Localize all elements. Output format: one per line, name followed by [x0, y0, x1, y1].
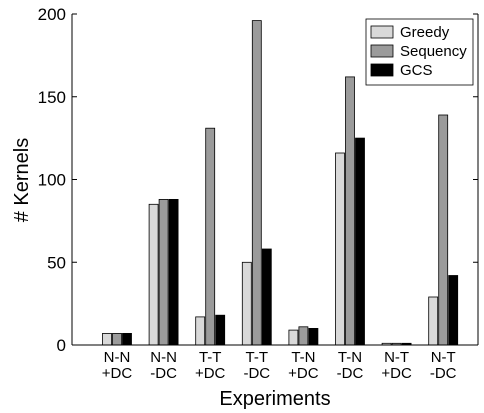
bar-gcs-7	[448, 275, 459, 346]
legend-swatch-gcs	[370, 63, 394, 77]
y-axis-title: # Kernels	[11, 138, 33, 223]
y-tick-label-4: 200	[38, 5, 66, 24]
x-category-label-5-line-0: T-N	[338, 349, 362, 366]
y-ticks: 0 50 100 150 200	[38, 5, 478, 355]
bar-sequency-4	[298, 326, 309, 346]
bar-gcs-1	[168, 198, 179, 346]
x-category-label-7-line-1: -DC	[430, 365, 457, 382]
x-category-label-5-line-1: -DC	[337, 365, 364, 382]
bar-greedy-0	[102, 332, 112, 346]
bar-greedy-5	[335, 152, 345, 346]
y-tick-label-2: 100	[38, 171, 66, 190]
legend-label-gcs: GCS	[400, 62, 433, 79]
bar-greedy-4	[288, 329, 299, 346]
x-category-label-6-line-1: +DC	[381, 365, 412, 382]
bar-gcs-3	[261, 248, 272, 346]
x-category-label-0-line-1: +DC	[102, 365, 133, 382]
y-tick-label-0: 0	[57, 336, 66, 355]
legend-label-greedy: Greedy	[400, 24, 450, 41]
x-category-label-1-line-1: -DC	[150, 365, 177, 382]
bar-sequency-2	[205, 127, 216, 346]
legend-label-sequency: Sequency	[400, 43, 467, 60]
x-category-label-3-line-1: -DC	[243, 365, 270, 382]
x-category-label-2-line-0: T-T	[199, 349, 222, 366]
bar-gcs-0	[122, 332, 132, 346]
bar-greedy-3	[241, 261, 252, 346]
x-category-label-7-line-0: N-T	[431, 349, 456, 366]
bar-gcs-5	[355, 137, 365, 346]
x-category-label-1-line-0: N-N	[150, 349, 177, 366]
bar-sequency-0	[112, 332, 122, 346]
x-category-label-6-line-0: N-T	[384, 349, 409, 366]
bar-greedy-1	[148, 203, 159, 346]
legend-swatch-sequency	[370, 44, 394, 58]
x-category-labels: N-N+DCN-N-DCT-T+DCT-T-DCT-N+DCT-N-DCN-T+…	[102, 349, 457, 382]
y-tick-label-1: 50	[47, 253, 66, 272]
legend: Greedy Sequency GCS	[365, 18, 474, 86]
bar-sequency-7	[438, 114, 449, 346]
bar-greedy-7	[428, 296, 439, 346]
x-axis-title: Experiments	[219, 388, 330, 410]
y-tick-label-3: 150	[38, 88, 66, 107]
bar-gcs-2	[215, 314, 226, 346]
x-category-label-3-line-0: T-T	[246, 349, 269, 366]
bar-sequency-1	[158, 198, 169, 346]
bars-layer	[102, 20, 459, 346]
x-category-label-0-line-0: N-N	[104, 349, 131, 366]
bar-sequency-3	[251, 20, 262, 346]
x-category-label-4-line-0: T-N	[291, 349, 315, 366]
bar-gcs-4	[308, 327, 319, 346]
bar-sequency-5	[345, 76, 355, 346]
x-category-label-4-line-1: +DC	[288, 365, 319, 382]
x-category-label-2-line-1: +DC	[195, 365, 226, 382]
bar-greedy-2	[195, 316, 206, 346]
legend-swatch-greedy	[370, 25, 394, 39]
